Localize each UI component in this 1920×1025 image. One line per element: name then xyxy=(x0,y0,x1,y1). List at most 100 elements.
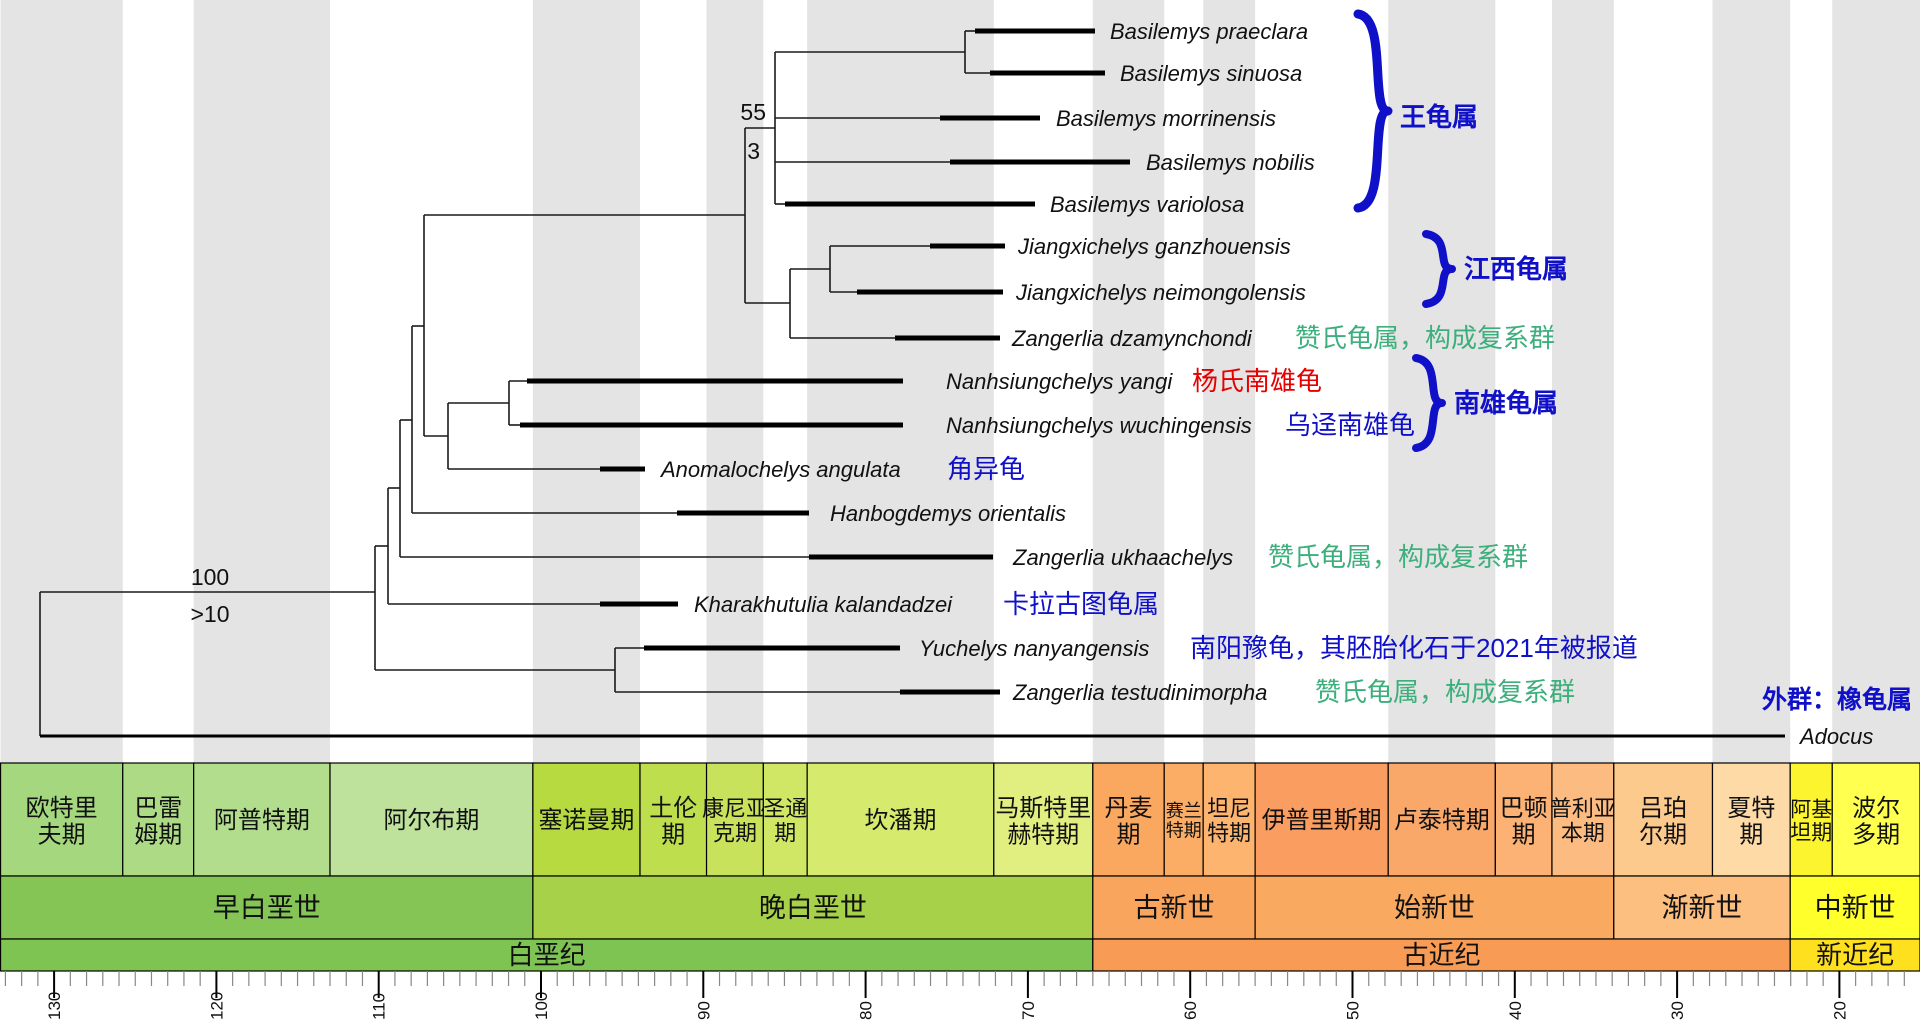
epoch-label: 晚白垩世 xyxy=(759,893,867,923)
stage-label: 尔期 xyxy=(1639,821,1687,848)
stage-cell xyxy=(329,762,534,877)
support-value: >10 xyxy=(190,601,229,627)
taxon-label: Adocus xyxy=(1798,724,1873,749)
stage-label: 丹麦 xyxy=(1105,795,1153,822)
period-label: 白垩纪 xyxy=(508,940,586,970)
stage-cell xyxy=(0,762,124,877)
support-value: 100 xyxy=(191,564,229,590)
clade-genus-label: 王龟属 xyxy=(1400,102,1478,132)
epoch-cell xyxy=(1789,875,1920,940)
taxon-label: Zangerlia testudinimorpha xyxy=(1012,680,1267,705)
stage-stripe xyxy=(1832,0,1920,763)
stage-label: 多期 xyxy=(1852,821,1900,848)
stage-cell xyxy=(762,762,808,877)
taxon-label: Jiangxichelys neimongolensis xyxy=(1015,280,1306,305)
stage-label: 期 xyxy=(661,821,685,848)
stage-cell xyxy=(1163,762,1204,877)
stage-stripe xyxy=(1712,0,1791,763)
taxon-cjk-note: 角异龟 xyxy=(947,454,1025,484)
stage-label: 巴雷 xyxy=(134,795,182,822)
stage-label: 本期 xyxy=(1561,820,1605,845)
outgroup-note: 外群：橡龟属 xyxy=(1762,685,1912,714)
stage-label: 姆期 xyxy=(134,821,182,848)
clade-genus-label: 江西龟属 xyxy=(1464,254,1568,284)
support-value: 3 xyxy=(747,138,760,164)
axis-tick-label: 110 xyxy=(370,993,389,1020)
clade-genus-label: 南雄龟属 xyxy=(1454,388,1558,418)
stage-label: 普利亚 xyxy=(1550,796,1616,821)
clade-brace xyxy=(1412,354,1446,452)
period-label: 古近纪 xyxy=(1403,940,1481,970)
stage-cell xyxy=(1551,762,1615,877)
taxon-cjk-note: 南阳豫龟，其胚胎化石于2021年被报道 xyxy=(1190,633,1638,663)
stage-label: 赛兰 xyxy=(1166,801,1202,821)
clade-brace xyxy=(1353,9,1393,213)
period-label: 新近纪 xyxy=(1816,940,1894,970)
taxon-cjk-note: 乌迳南雄龟 xyxy=(1285,410,1415,440)
stage-label: 夏特 xyxy=(1727,795,1775,822)
stage-cell xyxy=(1613,762,1714,877)
taxon-cjk-note: 杨氏南雄龟 xyxy=(1192,366,1322,396)
axis-tick-label: 20 xyxy=(1830,1001,1849,1020)
stage-label: 坦期 xyxy=(1790,821,1832,844)
axis-tick-label: 120 xyxy=(207,992,226,1020)
stage-cell xyxy=(1254,762,1389,877)
stage-cell xyxy=(1387,762,1496,877)
taxon-label: Hanbogdemys orientalis xyxy=(830,501,1066,526)
stage-stripe xyxy=(1388,0,1496,763)
stage-label: 马斯特里 xyxy=(995,795,1091,822)
taxon-cjk-note: 卡拉古图龟属 xyxy=(1003,589,1159,619)
epoch-label: 渐新世 xyxy=(1662,893,1743,923)
taxon-cjk-note: 赞氏龟属，构成复系群 xyxy=(1315,677,1575,707)
stage-cell xyxy=(1494,762,1553,877)
period-cell xyxy=(1789,938,1920,972)
stage-label: 巴顿 xyxy=(1500,795,1548,822)
stage-label: 波尔 xyxy=(1852,795,1900,822)
taxon-label: Basilemys praeclara xyxy=(1110,19,1308,44)
stage-label: 圣通 xyxy=(763,796,807,821)
stage-cell xyxy=(1202,762,1256,877)
stage-label: 土伦 xyxy=(649,795,697,822)
taxon-label: Nanhsiungchelys yangi xyxy=(946,369,1173,394)
stage-cell xyxy=(639,762,708,877)
epoch-label: 早白垩世 xyxy=(213,893,321,923)
stage-label: 坦尼 xyxy=(1207,796,1251,821)
epoch-label: 中新世 xyxy=(1815,893,1896,923)
stage-label: 夫期 xyxy=(38,821,86,848)
clade-brace xyxy=(1422,230,1456,308)
stage-label: 康尼亚 xyxy=(702,796,768,821)
stage-stripe xyxy=(1551,0,1614,763)
epoch-label: 始新世 xyxy=(1394,893,1475,923)
stage-label: 期 xyxy=(1739,821,1763,848)
period-cell xyxy=(0,938,1094,972)
axis-tick-label: 100 xyxy=(532,992,551,1020)
stage-label: 特期 xyxy=(1166,821,1202,841)
stage-label: 卢泰特期 xyxy=(1394,807,1490,834)
stage-label: 塞诺曼期 xyxy=(538,807,634,834)
stage-stripe xyxy=(0,0,123,763)
period-cell xyxy=(1092,938,1791,972)
taxon-cjk-note: 赞氏龟属，构成复系群 xyxy=(1295,323,1555,353)
stage-stripe xyxy=(1092,0,1165,763)
stage-label: 期 xyxy=(774,820,796,845)
taxon-label: Nanhsiungchelys wuchingensis xyxy=(946,413,1252,438)
stage-label: 期 xyxy=(1117,821,1141,848)
stage-label: 坎潘期 xyxy=(864,807,936,834)
stage-label: 伊普里斯期 xyxy=(1262,807,1382,834)
stage-stripe xyxy=(1203,0,1256,763)
axis-tick-label: 80 xyxy=(857,1001,876,1020)
axis-tick-label: 70 xyxy=(1019,1001,1038,1020)
axis-tick-label: 50 xyxy=(1344,1001,1363,1020)
stage-label: 阿基 xyxy=(1790,798,1832,821)
taxon-label: Anomalochelys angulata xyxy=(659,457,901,482)
stage-label: 克期 xyxy=(713,820,757,845)
taxon-label: Basilemys nobilis xyxy=(1146,150,1315,175)
stage-label: 阿普特期 xyxy=(214,807,310,834)
stage-label: 吕珀 xyxy=(1639,795,1687,822)
stage-cell xyxy=(806,762,995,877)
stage-cell xyxy=(193,762,331,877)
axis-tick-label: 30 xyxy=(1668,1001,1687,1020)
stage-stripe xyxy=(193,0,331,763)
